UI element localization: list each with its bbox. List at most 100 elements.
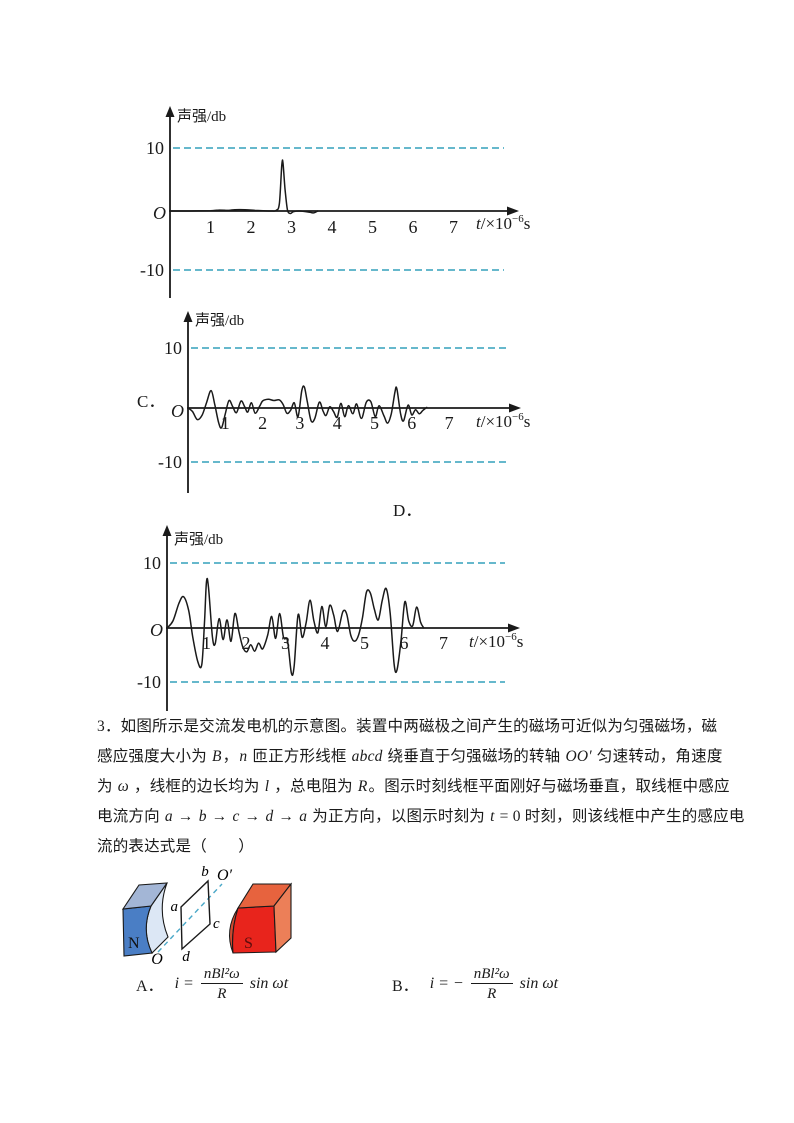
question-line: 流的表达式是（ ） <box>97 832 737 862</box>
ref-label-10: 10 <box>146 138 164 158</box>
plain-text: 为 <box>97 778 117 795</box>
option-b-suffix: sin ωt <box>519 975 559 992</box>
variable-text: B <box>211 748 222 765</box>
variable-text: l <box>264 778 270 795</box>
x-tick-7: 7 <box>449 217 458 237</box>
x-tick-4: 4 <box>321 633 330 653</box>
question-line: 电流方向 a → b → c → d → a 为正方向，以图示时刻为 t = 0… <box>97 802 744 832</box>
waveform-D-path <box>166 577 425 677</box>
x-tick-6: 6 <box>400 633 409 653</box>
n-pole-label: N <box>128 935 140 952</box>
x-tick-3: 3 <box>287 217 296 237</box>
option-b-denominator: R <box>487 986 497 1002</box>
question-line: 为 ω ，线框的边长均为 l ，总电阻为 R。图示时刻线框平面刚好与磁场垂直，取… <box>97 772 737 802</box>
variable-text: n <box>239 748 248 765</box>
plain-text: 流的表达式是（ ） <box>97 838 255 855</box>
fraction-bar <box>200 983 243 984</box>
x-tick-6: 6 <box>407 413 416 433</box>
x-axis-title-part: s <box>517 632 524 651</box>
variable-text: a <box>299 808 308 825</box>
option-letter-c: C． <box>137 392 166 411</box>
plain-text: 3．如图所示是交流发电机的示意图。装置中两磁极之间产生的磁场可近似为匀强磁场，磁 <box>97 718 718 735</box>
s-pole-label: S <box>244 935 253 952</box>
variable-text: abcd <box>351 748 383 765</box>
waveform-C-path <box>187 385 428 429</box>
option-b-numerator: nBl²ω <box>473 966 510 982</box>
option-letter-d: D． <box>393 501 423 520</box>
y-axis-title: 声强/db <box>195 311 244 329</box>
x-axis-title-part: −6 <box>512 411 524 423</box>
x-tick-2: 2 <box>258 413 267 433</box>
x-axis-title: t/×10−6s <box>469 631 523 651</box>
question-text-block: 3．如图所示是交流发电机的示意图。装置中两磁极之间产生的磁场可近似为匀强磁场，磁… <box>97 712 744 862</box>
x-axis-title-part: −6 <box>505 631 517 643</box>
option-a-numerator: nBl²ω <box>203 966 240 982</box>
ref-label--10: -10 <box>158 452 182 472</box>
x-tick-3: 3 <box>281 633 290 653</box>
axis-end-label-o-prime: O′ <box>217 867 233 884</box>
x-tick-2: 2 <box>247 217 256 237</box>
x-tick-4: 4 <box>333 413 342 433</box>
ref-label-10: 10 <box>143 553 161 573</box>
option-b-lhs: i = − <box>429 975 464 992</box>
coil-loop <box>180 879 211 951</box>
plain-text: → <box>173 808 198 825</box>
x-tick-5: 5 <box>360 633 369 653</box>
rotation-axis-line <box>157 883 223 953</box>
variable-text: d <box>265 808 274 825</box>
option-a-lhs: i = <box>174 975 194 992</box>
plain-text: = 0 时刻，则该线框中产生的感应电 <box>495 808 745 825</box>
variable-text: b <box>198 808 207 825</box>
plain-text: 匝正方形线框 <box>248 748 351 765</box>
variable-text: R <box>357 778 368 795</box>
x-tick-2: 2 <box>242 633 251 653</box>
plain-text: 匀速转动，角速度 <box>592 748 723 765</box>
y-axis-title: 声强/db <box>174 530 223 548</box>
plain-text: ， <box>222 748 239 765</box>
coil-corner-label-b: b <box>201 864 209 880</box>
waveform-top-path <box>169 159 319 215</box>
variable-text: a <box>164 808 173 825</box>
option-a-denominator: R <box>217 986 227 1002</box>
axis-end-label-o: O <box>151 951 163 968</box>
x-tick-1: 1 <box>202 633 211 653</box>
x-axis-title-part: t <box>476 412 482 431</box>
origin-label: O <box>153 203 166 223</box>
variable-text: t <box>490 808 495 825</box>
x-tick-3: 3 <box>295 413 304 433</box>
s-magnet-front-face <box>232 905 277 954</box>
option-b-label: B． <box>392 978 419 995</box>
coil-corner-label-a: a <box>171 899 179 915</box>
x-axis-title-part: /×10 <box>481 412 512 431</box>
x-axis-title-part: t <box>476 214 482 233</box>
plain-text: 。图示时刻线框平面刚好与磁场垂直，取线框中感应 <box>368 778 730 795</box>
ref-label--10: -10 <box>140 260 164 280</box>
plain-text: ，线框的边长均为 <box>129 778 264 795</box>
n-magnet-front-face <box>122 905 153 957</box>
x-tick-7: 7 <box>439 633 448 653</box>
question-line: 感应强度大小为 B，n 匝正方形线框 abcd 绕垂直于匀强磁场的转轴 OO′ … <box>97 742 737 772</box>
answer-option-b: B． i = − nBl²ω R sin ωt <box>392 966 558 1002</box>
origin-label: O <box>150 620 163 640</box>
variable-text: ω <box>117 778 129 795</box>
plain-text: 绕垂直于匀强磁场的转轴 <box>383 748 565 765</box>
variable-text: OO′ <box>565 748 592 765</box>
option-a-suffix: sin ωt <box>249 975 289 992</box>
plain-text: 为正方向，以图示时刻为 <box>308 808 490 825</box>
x-axis-title-part: s <box>524 214 531 233</box>
x-tick-4: 4 <box>328 217 337 237</box>
y-axis-arrow <box>183 311 193 322</box>
y-axis-arrow <box>162 525 172 536</box>
y-axis-title: 声强/db <box>177 107 226 125</box>
option-a-fraction: nBl²ω R <box>200 966 243 1002</box>
option-b-fraction: nBl²ω R <box>470 966 513 1002</box>
plain-text: → <box>274 808 299 825</box>
x-axis-title-part: /×10 <box>474 632 505 651</box>
x-axis-title: t/×10−6s <box>476 411 530 431</box>
x-axis-title-part: s <box>524 412 531 431</box>
ref-label-10: 10 <box>164 338 182 358</box>
y-axis-arrow <box>165 106 175 117</box>
x-tick-5: 5 <box>368 217 377 237</box>
